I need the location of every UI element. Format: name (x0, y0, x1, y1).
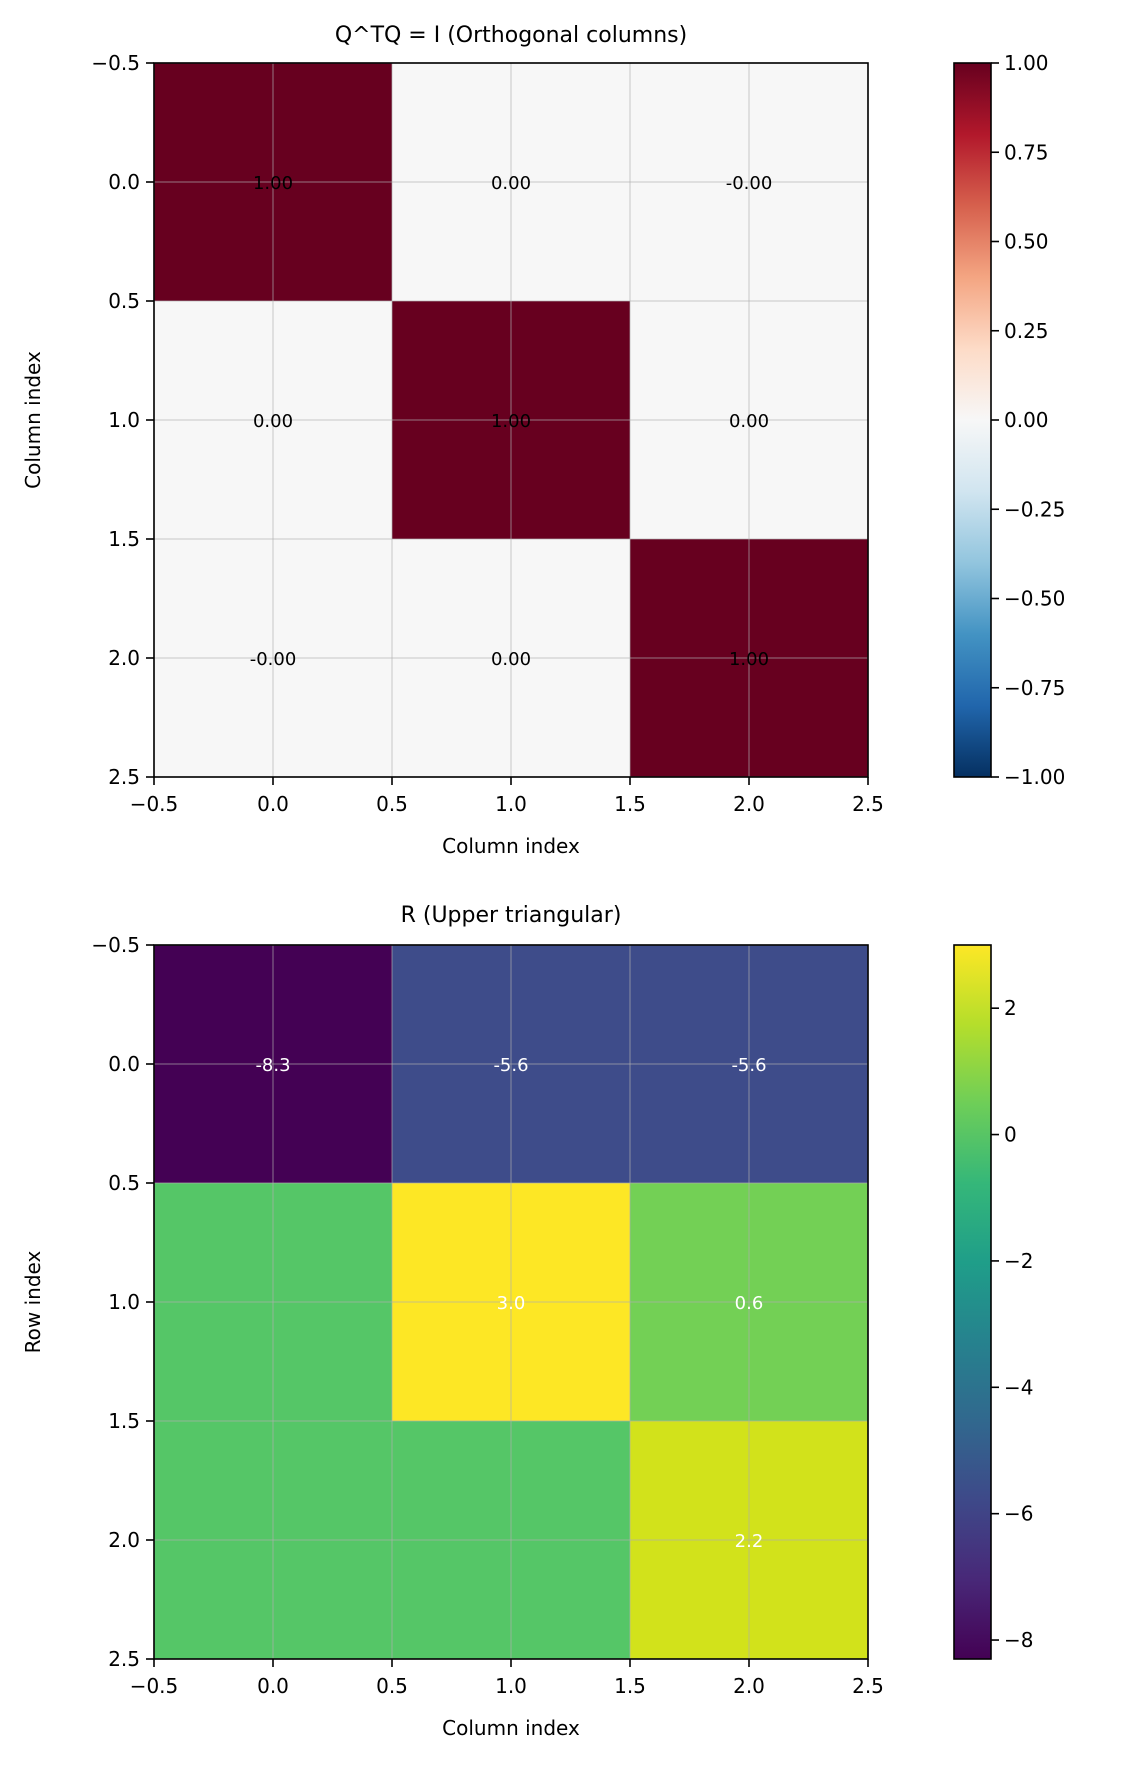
cell-annotation: 0.6 (735, 1293, 764, 1314)
colorbar-tick-label: 2 (1004, 996, 1017, 1020)
cell-annotation: 0.00 (253, 411, 293, 432)
heatmap-cell (630, 1421, 868, 1659)
cell-annotation: 0.00 (491, 173, 531, 194)
y-tick-label: 2.0 (108, 646, 140, 670)
y-axis-label: Row index (21, 1251, 45, 1354)
heatmap-cell (630, 945, 868, 1183)
x-tick-label: −0.5 (130, 1674, 179, 1698)
x-tick-label: −0.5 (130, 792, 179, 816)
y-axis-label: Column index (21, 351, 45, 489)
heatmap-cell (630, 301, 868, 539)
colorbar: −8 −6 −4 −2 0 2 (953, 944, 1033, 1660)
heatmap-cell (630, 63, 868, 301)
heatmap-cell (154, 1421, 392, 1659)
x-tick-label: 1.5 (614, 1674, 646, 1698)
x-tick-label: 1.0 (495, 792, 527, 816)
cell-annotation: 0.00 (491, 649, 531, 670)
x-tick-label: 0.0 (257, 792, 289, 816)
y-tick-label: 2.5 (108, 1647, 140, 1671)
heatmap-cell (392, 63, 630, 301)
colorbar-tick-label: 0 (1004, 1123, 1017, 1147)
x-axis-label: Column index (442, 1716, 580, 1740)
colorbar-gradient (953, 62, 992, 778)
cell-annotation: 2.2 (735, 1531, 764, 1552)
heatmap-cells (154, 945, 868, 1659)
x-tick-label: 0.5 (376, 792, 408, 816)
cell-annotation: 1.00 (491, 411, 531, 432)
colorbar-tick-label: −6 (1004, 1502, 1033, 1526)
x-tick-label: 1.5 (614, 792, 646, 816)
heatmap-cell (154, 945, 392, 1183)
cell-annotation: -5.6 (731, 1055, 766, 1076)
heatmap-cell (392, 945, 630, 1183)
y-tick-label: 0.0 (108, 170, 140, 194)
cell-annotation: -0.00 (250, 649, 297, 670)
cell-annotation: 1.00 (729, 649, 769, 670)
heatmap-cells (154, 63, 868, 777)
cell-annotation: -8.3 (255, 1055, 290, 1076)
y-tick-label: 1.5 (108, 1409, 140, 1433)
y-tick-label: 1.0 (108, 408, 140, 432)
cell-annotation: 1.00 (253, 173, 293, 194)
y-tick-label: −0.5 (91, 51, 140, 75)
colorbar-tick-label: −0.50 (1004, 587, 1065, 611)
x-tick-label: 2.5 (852, 1674, 884, 1698)
x-tick-label: 0.0 (257, 1674, 289, 1698)
y-tick-label: −0.5 (91, 933, 140, 957)
cell-annotation: -0.00 (726, 173, 773, 194)
heatmap-cell (630, 1183, 868, 1421)
y-tick-label: 0.5 (108, 289, 140, 313)
colorbar-tick-label: −2 (1004, 1249, 1033, 1273)
colorbar-tick-label: −8 (1004, 1628, 1033, 1652)
cell-annotations: 1.00 0.00 -0.00 0.00 1.00 0.00 -0.00 0.00 1.00 (250, 173, 773, 670)
x-tick-label: 2.5 (852, 792, 884, 816)
colorbar-tick-label: 0.50 (1004, 230, 1049, 254)
x-ticks: −0.5 0.0 0.5 1.0 1.5 2.0 2.5 (130, 777, 884, 816)
y-tick-label: 0.5 (108, 1171, 140, 1195)
chart-title: R (Upper triangular) (401, 903, 622, 928)
colorbar-tick-label: 0.25 (1004, 319, 1049, 343)
heatmap-cell (392, 1183, 630, 1421)
cell-annotation: 0.00 (729, 411, 769, 432)
x-ticks: −0.5 0.0 0.5 1.0 1.5 2.0 2.5 (130, 1659, 884, 1698)
x-tick-label: 2.0 (733, 792, 765, 816)
colorbar-tick-label: −0.75 (1004, 676, 1065, 700)
heatmap-cell (154, 63, 392, 301)
x-tick-label: 0.5 (376, 1674, 408, 1698)
colorbar-tick-label: −0.25 (1004, 497, 1065, 521)
r-heatmap-panel: R (Upper triangular) Column index Row in… (21, 903, 1033, 1740)
heatmap-cell (392, 301, 630, 539)
colorbar-tick-label: 0.00 (1004, 408, 1049, 432)
cell-annotation: 3.0 (497, 1293, 526, 1314)
heatmap-cell (154, 301, 392, 539)
x-tick-label: 1.0 (495, 1674, 527, 1698)
y-tick-label: 1.5 (108, 527, 140, 551)
chart-title: Q^TQ = I (Orthogonal columns) (335, 23, 687, 48)
colorbar-tick-label: −1.00 (1004, 765, 1065, 789)
y-tick-label: 2.0 (108, 1528, 140, 1552)
y-tick-label: 0.0 (108, 1052, 140, 1076)
y-ticks: −0.5 0.0 0.5 1.0 1.5 2.0 2.5 (91, 933, 154, 1671)
heatmap-cell (154, 1183, 392, 1421)
x-tick-label: 2.0 (733, 1674, 765, 1698)
colorbar-gradient (953, 944, 992, 1660)
colorbar-tick-label: −4 (1004, 1375, 1033, 1399)
colorbar-tick-label: 1.00 (1004, 51, 1049, 75)
qtq-heatmap-panel: Q^TQ = I (Orthogonal columns) Column ind… (21, 23, 1065, 858)
heatmap-cell (392, 1421, 630, 1659)
y-ticks: −0.5 0.0 0.5 1.0 1.5 2.0 2.5 (91, 51, 154, 789)
cell-annotation: -5.6 (493, 1055, 528, 1076)
y-tick-label: 2.5 (108, 765, 140, 789)
heatmap-cell (154, 539, 392, 777)
x-axis-label: Column index (442, 834, 580, 858)
colorbar-tick-label: 0.75 (1004, 140, 1049, 164)
heatmap-cell (392, 539, 630, 777)
colorbar: −1.00 −0.75 −0.50 −0.25 0.00 0.25 0.50 0.75 1.00 (953, 51, 1065, 789)
y-tick-label: 1.0 (108, 1290, 140, 1314)
heatmap-cell (630, 539, 868, 777)
cell-annotations: -8.3 -5.6 -5.6 3.0 0.6 2.2 (255, 1055, 766, 1552)
